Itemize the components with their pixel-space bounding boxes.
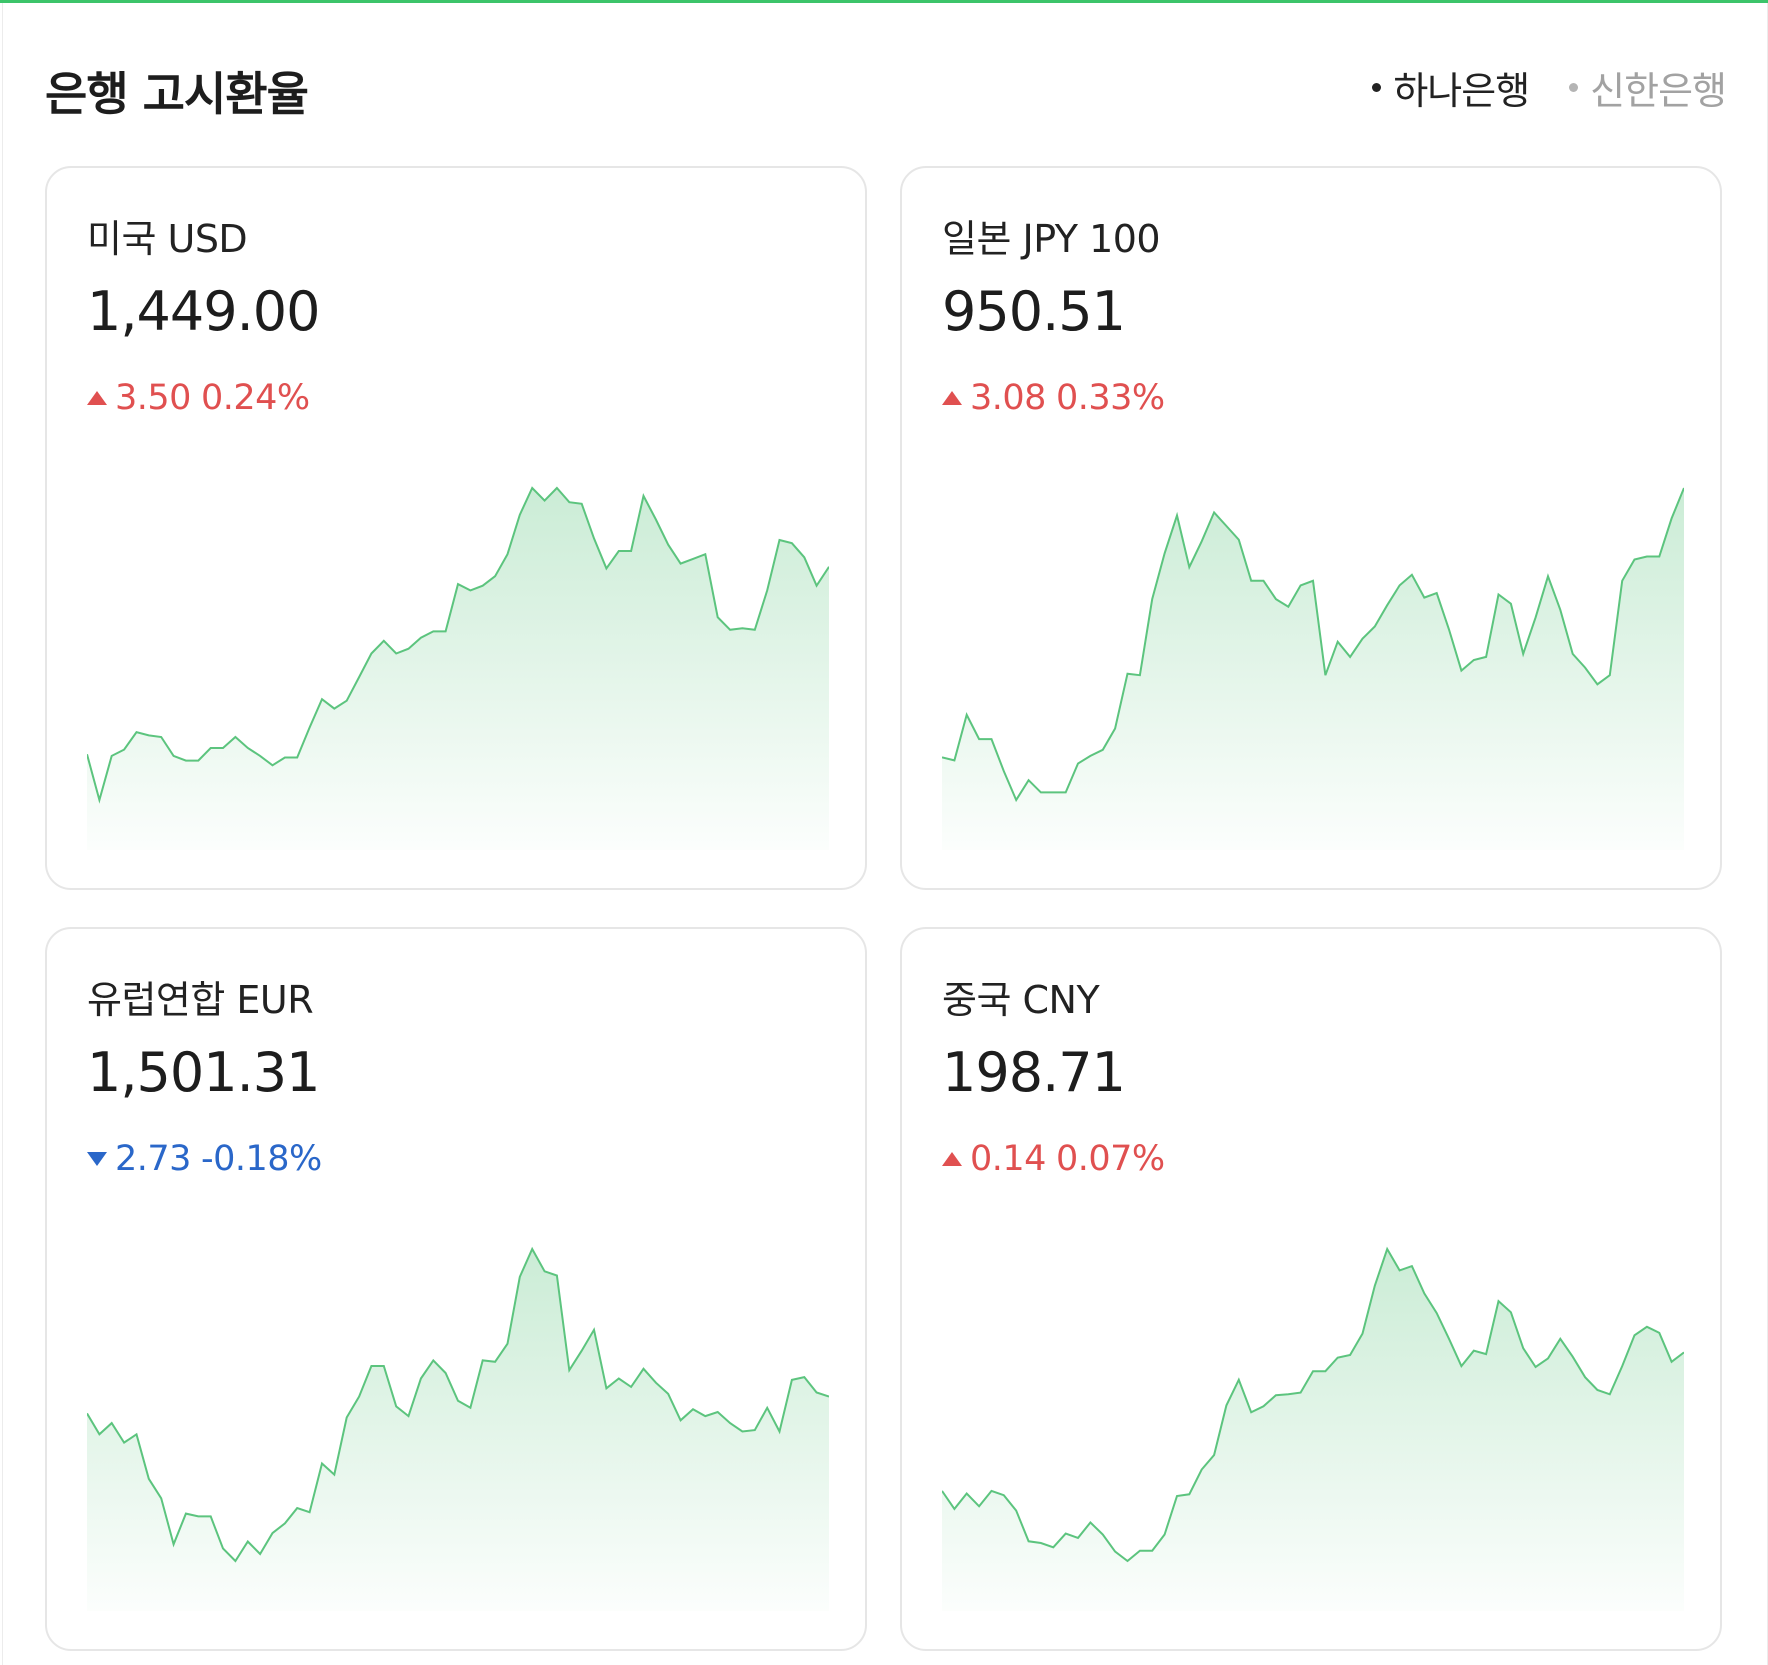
change-percent: 0.07% bbox=[1055, 1139, 1165, 1179]
triangle-up-icon bbox=[87, 391, 107, 405]
bullet-icon bbox=[1569, 83, 1579, 92]
sparkline-area bbox=[942, 1249, 1684, 1611]
exchange-rate: 1,501.31 bbox=[87, 1041, 320, 1104]
bank-selector: 하나은행 신한은행 bbox=[1372, 60, 1727, 115]
sparkline-line bbox=[87, 1246, 829, 1563]
rate-change: 0.14 0.07% bbox=[942, 1139, 1165, 1179]
bank-tab-shinhan[interactable]: 신한은행 bbox=[1569, 60, 1727, 115]
currency-name: 중국 CNY bbox=[942, 978, 1100, 1022]
sparkline-line bbox=[942, 487, 1684, 803]
sparkline-area bbox=[942, 488, 1684, 850]
rate-change: 3.08 0.33% bbox=[942, 378, 1165, 418]
change-amount: 3.50 bbox=[115, 378, 191, 418]
sparkline-chart bbox=[942, 1246, 1684, 1611]
currency-name: 유럽연합 EUR bbox=[87, 978, 314, 1022]
sparkline-chart bbox=[87, 1246, 829, 1611]
change-percent: 0.24% bbox=[200, 378, 310, 418]
bank-tab-label: 신한은행 bbox=[1590, 69, 1727, 113]
currency-name: 일본 JPY 100 bbox=[942, 217, 1161, 261]
sparkline-area bbox=[87, 488, 829, 850]
triangle-down-icon bbox=[87, 1152, 107, 1166]
bullet-icon bbox=[1372, 83, 1382, 92]
rate-change: 2.73 -0.18% bbox=[87, 1139, 322, 1179]
sparkline-line bbox=[942, 1246, 1684, 1563]
currency-card-eur[interactable]: 유럽연합 EUR 1,501.31 2.73 -0.18% bbox=[45, 927, 867, 1651]
currency-name: 미국 USD bbox=[87, 217, 248, 261]
exchange-rate: 950.51 bbox=[942, 280, 1126, 343]
section-title: 은행 고시환율 bbox=[45, 67, 309, 121]
change-amount: 3.08 bbox=[970, 378, 1046, 418]
change-percent: -0.18% bbox=[200, 1139, 322, 1179]
change-amount: 0.14 bbox=[970, 1139, 1046, 1179]
bank-tab-label: 하나은행 bbox=[1393, 69, 1530, 113]
sparkline-area bbox=[87, 1249, 829, 1611]
rate-change: 3.50 0.24% bbox=[87, 378, 310, 418]
change-amount: 2.73 bbox=[115, 1139, 191, 1179]
triangle-up-icon bbox=[942, 391, 962, 405]
bank-tab-hana[interactable]: 하나은행 bbox=[1372, 60, 1530, 115]
currency-card-usd[interactable]: 미국 USD 1,449.00 3.50 0.24% bbox=[45, 166, 867, 890]
currency-card-jpy[interactable]: 일본 JPY 100 950.51 3.08 0.33% bbox=[900, 166, 1722, 890]
exchange-rate: 198.71 bbox=[942, 1041, 1126, 1104]
triangle-up-icon bbox=[942, 1152, 962, 1166]
sparkline-chart bbox=[942, 487, 1684, 850]
exchange-rate: 1,449.00 bbox=[87, 280, 320, 343]
change-percent: 0.33% bbox=[1055, 378, 1165, 418]
currency-card-cny[interactable]: 중국 CNY 198.71 0.14 0.07% bbox=[900, 927, 1722, 1651]
sparkline-chart bbox=[87, 486, 829, 850]
top-accent-bar bbox=[0, 0, 1768, 3]
sparkline-line bbox=[87, 486, 829, 804]
